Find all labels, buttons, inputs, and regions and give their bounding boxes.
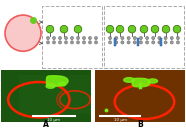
- Circle shape: [58, 41, 62, 44]
- Circle shape: [46, 36, 50, 40]
- Circle shape: [158, 36, 161, 40]
- Polygon shape: [46, 76, 68, 86]
- Circle shape: [121, 36, 124, 40]
- Polygon shape: [132, 78, 150, 87]
- Circle shape: [46, 41, 50, 44]
- Circle shape: [82, 36, 86, 40]
- Circle shape: [88, 36, 92, 40]
- Circle shape: [108, 36, 112, 40]
- Text: 10 μm: 10 μm: [114, 118, 127, 122]
- Circle shape: [76, 36, 80, 40]
- Circle shape: [108, 41, 112, 44]
- Circle shape: [164, 36, 167, 40]
- Circle shape: [64, 41, 68, 44]
- Circle shape: [70, 36, 74, 40]
- Circle shape: [176, 36, 179, 40]
- Circle shape: [76, 41, 80, 44]
- Circle shape: [145, 36, 149, 40]
- Bar: [160, 38, 162, 46]
- Circle shape: [5, 15, 41, 51]
- Polygon shape: [46, 84, 55, 88]
- Circle shape: [74, 25, 82, 33]
- Circle shape: [139, 36, 142, 40]
- Circle shape: [133, 41, 136, 44]
- Circle shape: [60, 25, 68, 33]
- Circle shape: [152, 36, 155, 40]
- Text: A: A: [43, 120, 49, 129]
- Circle shape: [128, 25, 136, 33]
- Bar: [19, 75, 91, 114]
- Text: 10 μm: 10 μm: [47, 118, 60, 122]
- Circle shape: [64, 36, 68, 40]
- Circle shape: [52, 41, 56, 44]
- Circle shape: [133, 36, 136, 40]
- Circle shape: [70, 41, 74, 44]
- Circle shape: [176, 41, 179, 44]
- Polygon shape: [148, 79, 158, 83]
- Circle shape: [173, 25, 181, 33]
- Circle shape: [82, 41, 86, 44]
- Circle shape: [139, 41, 142, 44]
- Circle shape: [121, 41, 124, 44]
- Circle shape: [127, 36, 130, 40]
- Circle shape: [94, 36, 98, 40]
- Circle shape: [151, 25, 159, 33]
- Circle shape: [58, 36, 62, 40]
- Circle shape: [115, 41, 118, 44]
- Circle shape: [140, 25, 148, 33]
- Circle shape: [115, 36, 118, 40]
- Bar: [114, 38, 116, 46]
- Circle shape: [152, 41, 155, 44]
- Circle shape: [52, 36, 56, 40]
- Bar: [137, 38, 139, 46]
- Circle shape: [46, 25, 54, 33]
- Circle shape: [162, 25, 170, 33]
- Circle shape: [145, 41, 149, 44]
- Circle shape: [88, 41, 92, 44]
- Circle shape: [127, 41, 130, 44]
- Circle shape: [116, 25, 124, 33]
- Circle shape: [170, 41, 173, 44]
- Circle shape: [94, 41, 98, 44]
- Text: B: B: [137, 120, 143, 129]
- Circle shape: [170, 36, 173, 40]
- Circle shape: [106, 25, 114, 33]
- Polygon shape: [124, 78, 134, 82]
- Circle shape: [164, 41, 167, 44]
- Circle shape: [158, 41, 161, 44]
- Polygon shape: [59, 82, 66, 86]
